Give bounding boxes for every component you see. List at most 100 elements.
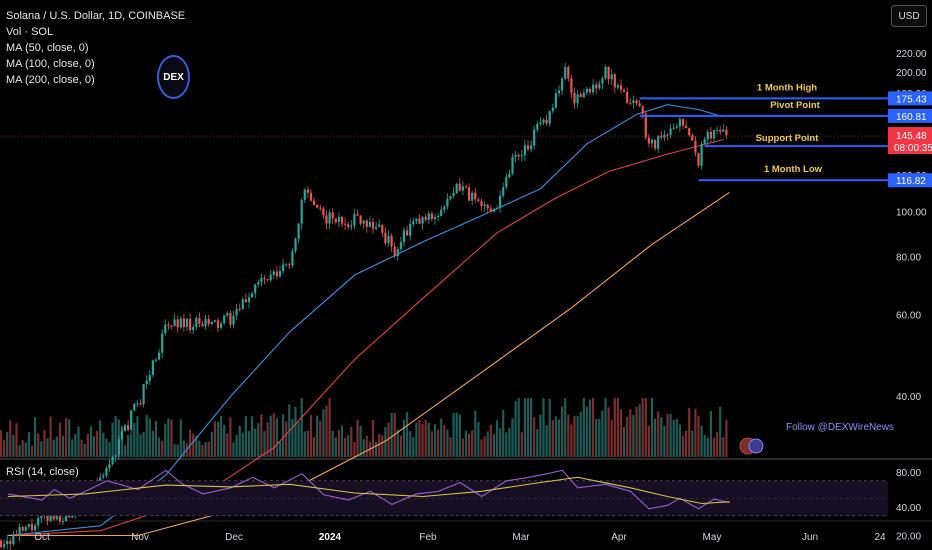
candle: [213, 320, 216, 322]
candle: [195, 317, 198, 328]
candle: [452, 192, 455, 197]
candle: [480, 201, 483, 207]
level-badge: [888, 108, 932, 123]
volume-bar: [722, 437, 725, 457]
candle: [46, 514, 49, 521]
volume-bar: [251, 416, 254, 457]
candle: [526, 145, 530, 150]
price-tick-label: 20.00: [896, 532, 921, 543]
candle: [182, 318, 185, 327]
volume-bar: [136, 416, 139, 457]
volume-bar: [105, 438, 108, 457]
volume-bar: [495, 420, 499, 457]
candle: [607, 66, 610, 80]
time-tick-label: Feb: [419, 532, 437, 543]
symbol-title[interactable]: Solana / U.S. Dollar, 1D, COINBASE: [6, 10, 186, 22]
volume-bar: [61, 435, 65, 457]
volume-bar: [111, 422, 114, 457]
volume-bar: [37, 433, 40, 457]
candle: [461, 186, 464, 191]
candle: [313, 200, 316, 205]
volume-bar: [24, 442, 27, 457]
candle: [269, 274, 272, 281]
volume-bar: [362, 439, 365, 457]
volume-bar: [477, 422, 480, 457]
volume-bar: [114, 416, 117, 457]
volume-bar: [530, 398, 533, 457]
candle: [260, 277, 263, 283]
candle: [409, 224, 412, 236]
candle: [306, 189, 309, 193]
candle: [164, 324, 167, 334]
candle: [378, 224, 381, 227]
currency-button[interactable]: USD: [891, 5, 927, 27]
volume-bar: [638, 404, 641, 457]
candle: [660, 135, 663, 138]
volume-bar: [626, 416, 629, 457]
rsi-line: [7, 469, 730, 510]
volume-bar: [635, 406, 638, 457]
price-tick-label: 40.00: [896, 392, 921, 403]
volume-bar: [347, 435, 350, 457]
candle: [130, 410, 133, 430]
candle: [536, 124, 539, 130]
volume-bar: [480, 439, 483, 457]
volume-bar: [375, 441, 378, 457]
volume-bar: [523, 398, 526, 457]
candle: [371, 222, 375, 229]
time-tick-label: Oct: [34, 532, 50, 543]
candle: [474, 192, 477, 200]
candle: [133, 403, 136, 411]
candle: [148, 374, 151, 381]
candle: [114, 455, 117, 457]
candle: [477, 199, 480, 202]
candle: [201, 324, 204, 327]
volume-bar: [461, 438, 464, 457]
rsi-tick-label: 80.00: [896, 468, 921, 479]
candle: [650, 139, 654, 144]
candle: [517, 154, 520, 157]
volume-bar: [437, 429, 440, 457]
ma200-legend[interactable]: MA (200, close, 0): [6, 74, 95, 86]
volume-bar: [561, 406, 564, 457]
volume-bar: [623, 427, 626, 457]
level-label: 1 Month Low: [764, 164, 823, 175]
candle: [3, 544, 6, 548]
volume-bar: [514, 401, 517, 457]
ma100-legend[interactable]: MA (100, close, 0): [6, 58, 95, 70]
candle: [251, 293, 254, 298]
volume-bar: [68, 419, 71, 457]
candle: [455, 183, 458, 193]
candle: [37, 518, 40, 526]
volume-bar: [30, 445, 34, 457]
volume-bar: [390, 412, 393, 457]
volume-bar: [455, 412, 458, 457]
volume-bar: [536, 429, 539, 457]
volume-bar: [474, 410, 477, 457]
candle: [210, 321, 213, 325]
candle: [663, 134, 666, 138]
candle: [657, 135, 660, 149]
candle: [278, 271, 282, 277]
candle: [514, 154, 517, 157]
volume-bar: [588, 399, 592, 457]
volume-bar: [629, 409, 632, 457]
candle: [55, 514, 58, 520]
candle: [189, 318, 192, 331]
volume-legend[interactable]: Vol · SOL: [6, 26, 54, 38]
volume-bar: [334, 437, 337, 457]
volume-bar: [34, 417, 37, 457]
volume-bar: [557, 419, 561, 457]
candle: [198, 317, 201, 325]
volume-bar: [319, 420, 322, 457]
volume-bar: [399, 435, 402, 457]
volume-bar: [269, 415, 272, 457]
candle: [272, 271, 275, 275]
rsi-legend[interactable]: RSI (14, close): [6, 466, 79, 478]
level-badge: [888, 91, 932, 106]
candle: [384, 232, 387, 244]
volume-bar: [499, 428, 502, 457]
candle: [365, 220, 368, 227]
ma50-legend[interactable]: MA (50, close, 0): [6, 42, 89, 54]
